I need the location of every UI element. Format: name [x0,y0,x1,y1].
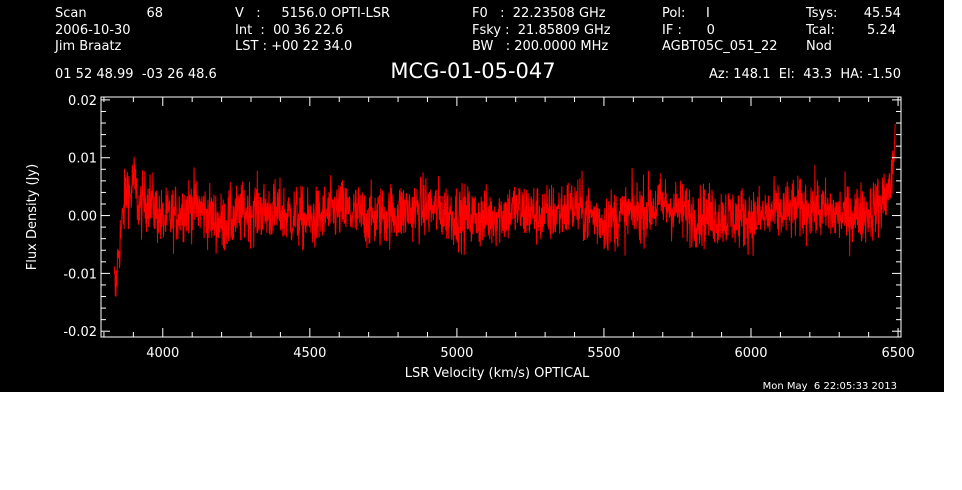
tcal-label: Tcal: [805,23,835,38]
if-info: IF : 0 [662,23,715,38]
tsys-label: Tsys: [805,6,837,21]
y-tick-label: -0.02 [63,325,97,340]
y-axis-label: Flux Density (Jy) [25,164,40,270]
y-tick-label: -0.01 [63,267,97,282]
y-tick-label: 0.02 [68,94,97,109]
spectrum-plot-panel: Scan 68 2006-10-30 Jim Braatz V : 5156.0… [0,0,944,392]
x-tick-label: 6500 [882,346,915,361]
sky-frequency: Fsky : 21.85809 GHz [472,23,611,38]
plot-timestamp: Mon May 6 22:05:33 2013 [763,381,897,392]
rest-frequency: F0 : 22.23508 GHz [472,6,606,21]
tsys-value: 45.54 [864,6,901,21]
axis-ticks: 4000 4500 5000 5500 6000 6500 -0.02 -0.01 0.00 0.… [63,94,914,361]
x-tick-label: 5500 [587,346,620,361]
bandwidth-info: BW : 200.0000 MHz [472,39,608,54]
y-tick-label: 0.00 [68,210,97,225]
observer-name: Jim Braatz [54,39,122,54]
spectrum-plot: Scan 68 2006-10-30 Jim Braatz V : 5156.0… [25,6,915,392]
integration-time: Int : 00 36 22.6 [235,23,343,38]
x-tick-label: 5000 [440,346,473,361]
procedure-name: Nod [806,39,832,54]
source-coordinates: 01 52 48.99 -03 26 48.6 [55,67,217,82]
x-tick-label: 4500 [293,346,326,361]
plot-frame [100,96,902,338]
project-id: AGBT05C_051_22 [662,39,778,54]
spectrum-series-line [113,123,896,297]
x-tick-label: 6000 [734,346,767,361]
scan-number: 68 [146,6,163,21]
x-tick-label: 4000 [146,346,179,361]
polarization-info: Pol: I [662,6,710,21]
lst-info: LST : +00 22 34.0 [235,39,352,54]
scan-label: Scan [55,6,87,21]
y-tick-label: 0.01 [68,152,97,167]
az-el-ha-info: Az: 148.1 El: 43.3 HA: -1.50 [709,67,901,82]
x-axis-label: LSR Velocity (km/s) OPTICAL [405,366,590,381]
tcal-value: 5.24 [867,23,896,38]
velocity-info: V : 5156.0 OPTI-LSR [235,6,390,21]
source-title: MCG-01-05-047 [390,59,555,83]
observation-date: 2006-10-30 [55,23,131,38]
